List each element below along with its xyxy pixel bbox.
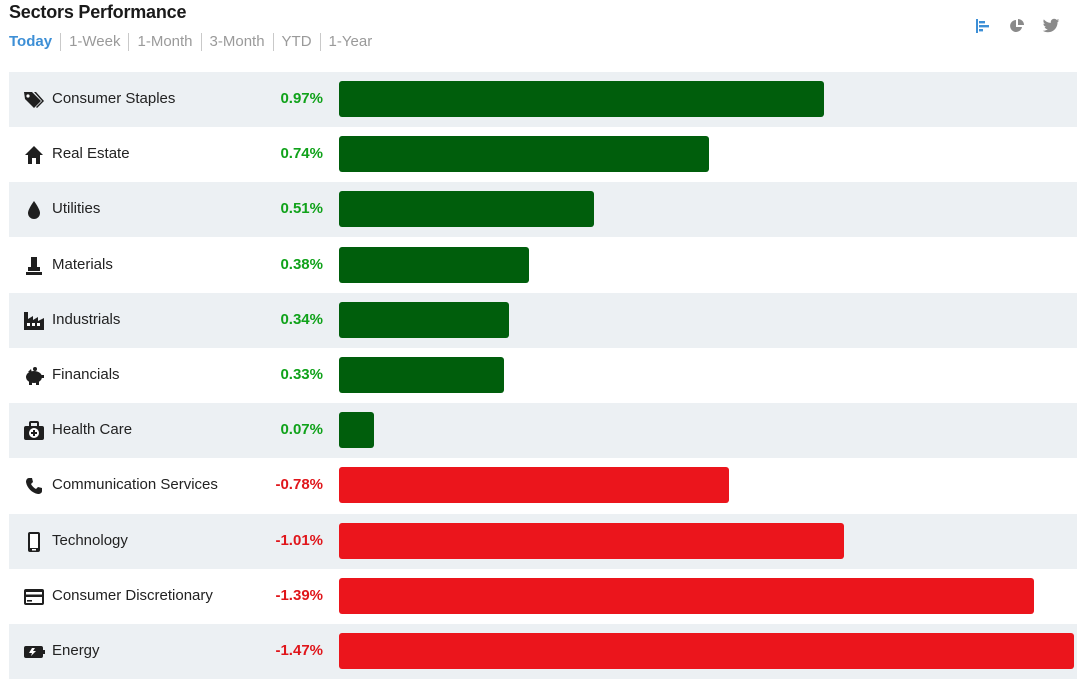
sector-bar (339, 246, 529, 283)
medical-kit-icon (23, 420, 45, 442)
sector-label: Financials (52, 366, 120, 383)
twitter-icon[interactable] (1041, 16, 1061, 36)
sector-change-value: -1.47% (275, 642, 323, 659)
bar-chart-icon[interactable] (973, 16, 993, 36)
sector-row: Communication Services -0.78% (9, 458, 1077, 513)
sector-bar (339, 136, 709, 173)
sector-label: Consumer Discretionary (52, 586, 213, 604)
sector-change-value: 0.33% (280, 366, 323, 383)
widget-header: Sectors Performance Today 1-Week 1-Month… (9, 0, 1075, 70)
mortar-icon (23, 255, 45, 277)
tab-1-year[interactable]: 1-Year (319, 33, 381, 51)
sector-bar (339, 191, 594, 228)
tab-1-week[interactable]: 1-Week (60, 33, 128, 51)
sector-change-value: -1.39% (275, 586, 323, 604)
tab-ytd[interactable]: YTD (272, 33, 320, 51)
sector-bar (339, 633, 1074, 669)
sector-bar (339, 412, 374, 449)
sector-change-value: 0.07% (280, 421, 323, 439)
tag-icon (23, 89, 45, 111)
sector-row: Utilities 0.51% (9, 182, 1077, 238)
smartphone-icon (23, 531, 45, 553)
battery-icon (23, 641, 45, 663)
drop-icon (23, 199, 45, 221)
sector-row: Consumer Discretionary -1.39% (9, 569, 1077, 624)
sector-change-value: -0.78% (275, 476, 323, 494)
sector-change-value: -1.01% (275, 531, 323, 549)
sector-row: Industrials 0.34% (9, 292, 1077, 348)
sector-row: Real Estate 0.74% (9, 127, 1077, 182)
sector-row: Health Care 0.07% (9, 403, 1077, 459)
sector-label: Real Estate (52, 145, 130, 163)
period-tabs: Today 1-Week 1-Month 3-Month YTD 1-Year (9, 33, 380, 51)
sector-row: Technology -1.01% (9, 513, 1077, 569)
sector-label: Communication Services (52, 476, 218, 494)
sector-bar (339, 522, 844, 559)
sector-label: Industrials (52, 310, 121, 328)
sector-label: Health Care (52, 421, 133, 439)
piggy-bank-icon (23, 365, 45, 387)
sector-bar (339, 81, 824, 117)
sector-change-value: 0.97% (280, 90, 323, 107)
sector-row: Energy -1.47% (9, 624, 1077, 679)
house-icon (23, 144, 45, 166)
tab-3-month[interactable]: 3-Month (200, 33, 273, 51)
credit-card-icon (23, 586, 45, 608)
sector-label: Utilities (52, 200, 101, 218)
factory-icon (23, 310, 45, 332)
sector-bar (339, 467, 729, 504)
pie-chart-icon[interactable] (1007, 16, 1027, 36)
sector-label: Materials (52, 255, 113, 273)
phone-icon (23, 475, 45, 497)
sector-bar (339, 301, 509, 338)
tab-1-month[interactable]: 1-Month (128, 33, 200, 51)
sector-change-value: 0.38% (280, 255, 323, 273)
sector-label: Consumer Staples (52, 90, 176, 107)
sectors-bar-chart: Consumer Staples 0.97% Real Estate 0.74% Uti… (9, 72, 1077, 679)
view-tools (973, 16, 1061, 36)
sector-bar (339, 577, 1034, 614)
sector-row: Materials 0.38% (9, 238, 1077, 293)
widget-title: Sectors Performance (9, 2, 187, 22)
sector-bar (339, 357, 504, 393)
sector-change-value: 0.51% (280, 200, 323, 218)
tab-today[interactable]: Today (9, 33, 53, 50)
sector-row: Financials 0.33% (9, 348, 1077, 403)
sector-change-value: 0.34% (280, 310, 323, 328)
sector-label: Energy (52, 642, 100, 659)
sector-label: Technology (52, 531, 128, 549)
sector-row: Consumer Staples 0.97% (9, 72, 1077, 127)
sector-change-value: 0.74% (280, 145, 323, 163)
